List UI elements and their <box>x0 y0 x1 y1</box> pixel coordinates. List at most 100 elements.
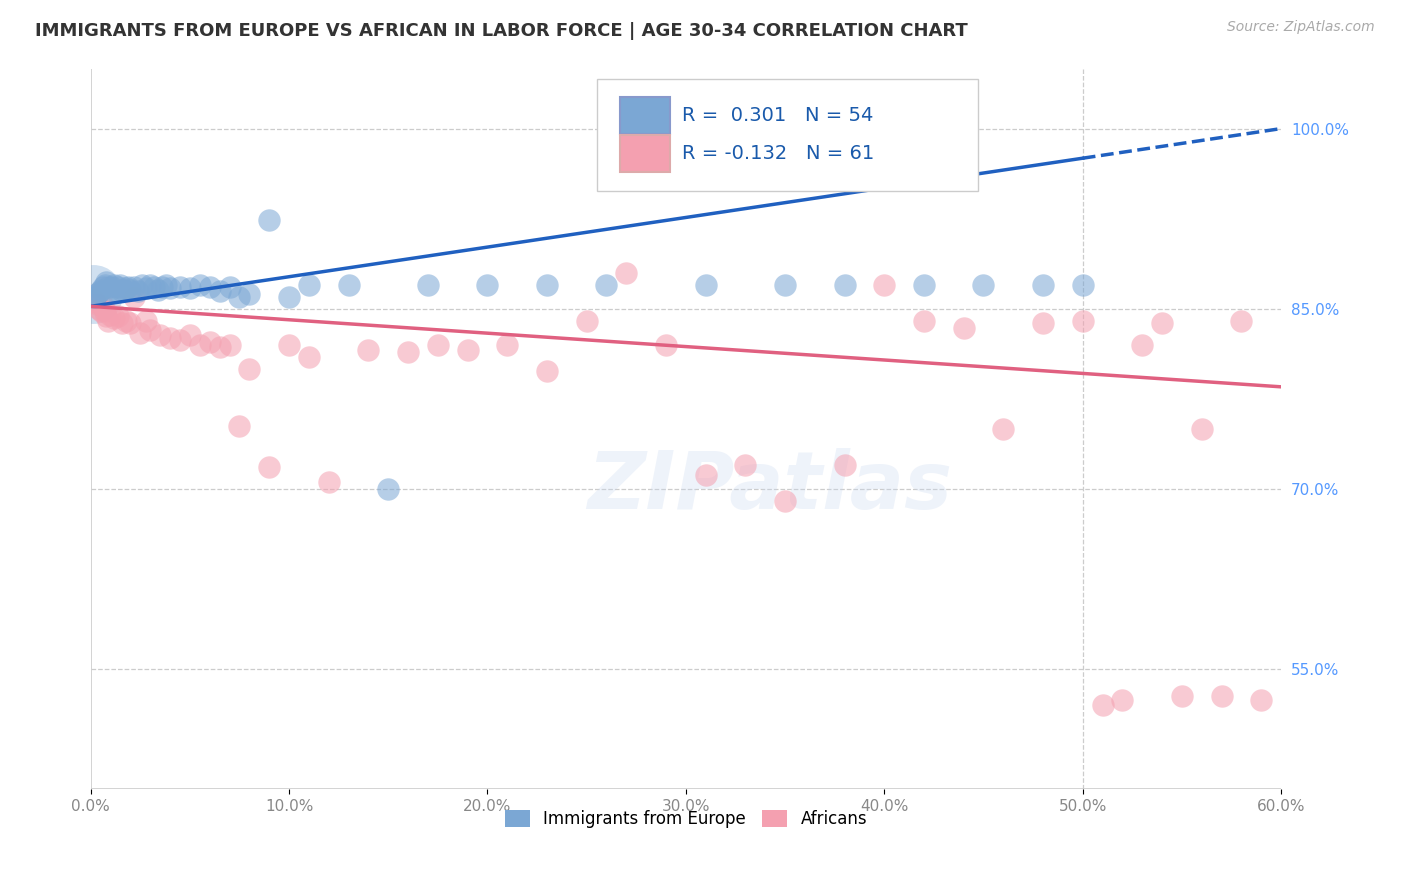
Point <box>107 309 129 323</box>
Text: IMMIGRANTS FROM EUROPE VS AFRICAN IN LABOR FORCE | AGE 30-34 CORRELATION CHART: IMMIGRANTS FROM EUROPE VS AFRICAN IN LAB… <box>35 22 967 40</box>
Point <box>127 284 149 298</box>
Point <box>150 280 173 294</box>
Point <box>198 335 221 350</box>
Point <box>139 277 162 292</box>
Point <box>179 328 201 343</box>
Legend: Immigrants from Europe, Africans: Immigrants from Europe, Africans <box>498 804 875 835</box>
Point <box>188 338 211 352</box>
Point <box>96 309 118 323</box>
Point <box>298 350 321 364</box>
Text: R = -0.132   N = 61: R = -0.132 N = 61 <box>682 145 875 163</box>
Point <box>238 287 260 301</box>
Point <box>536 277 558 292</box>
Point <box>107 280 129 294</box>
Point <box>82 290 104 304</box>
Point <box>143 280 166 294</box>
Point <box>734 458 756 472</box>
Point <box>912 277 935 292</box>
FancyBboxPatch shape <box>620 96 671 134</box>
Point <box>169 333 191 347</box>
Point <box>103 277 125 292</box>
Point <box>90 304 112 318</box>
Point <box>208 340 231 354</box>
Point <box>1230 314 1253 328</box>
Point <box>112 283 135 297</box>
Point <box>159 281 181 295</box>
Point <box>105 284 128 298</box>
Point <box>90 283 112 297</box>
Point <box>82 292 104 306</box>
Point <box>97 314 120 328</box>
Point <box>1071 314 1094 328</box>
Point <box>135 314 157 328</box>
Point <box>188 277 211 292</box>
Point <box>614 266 637 280</box>
Point <box>155 277 177 292</box>
Point <box>96 276 118 290</box>
Point <box>100 308 122 322</box>
Point <box>120 316 142 330</box>
Point <box>86 287 108 301</box>
Point <box>377 482 399 496</box>
Point <box>228 419 250 434</box>
Point <box>131 277 153 292</box>
Point <box>912 314 935 328</box>
Point <box>97 280 120 294</box>
Point <box>457 343 479 357</box>
Point <box>83 294 105 309</box>
Point <box>101 280 124 294</box>
Point <box>1032 316 1054 330</box>
FancyBboxPatch shape <box>620 135 671 172</box>
Point <box>1211 689 1233 703</box>
Point <box>536 364 558 378</box>
Point <box>278 290 301 304</box>
Point <box>1130 338 1153 352</box>
Point <box>120 283 142 297</box>
Point <box>357 343 380 357</box>
Point <box>103 311 125 326</box>
Point <box>1191 422 1213 436</box>
Point <box>129 326 152 340</box>
Point <box>115 281 138 295</box>
Point <box>82 287 104 301</box>
Point <box>86 297 108 311</box>
Point <box>218 338 240 352</box>
Point <box>416 277 439 292</box>
Point <box>257 460 280 475</box>
Point <box>337 277 360 292</box>
Point <box>93 277 115 292</box>
Point <box>218 280 240 294</box>
Point <box>149 328 172 343</box>
Point <box>993 422 1015 436</box>
Point <box>1071 277 1094 292</box>
Point <box>655 338 678 352</box>
Point <box>278 338 301 352</box>
Point <box>257 212 280 227</box>
Point <box>135 281 157 295</box>
Point <box>111 316 134 330</box>
Point <box>496 338 519 352</box>
Point <box>208 284 231 298</box>
Point <box>298 277 321 292</box>
Point <box>1111 693 1133 707</box>
Point <box>773 277 796 292</box>
Point <box>179 281 201 295</box>
Point <box>873 277 896 292</box>
Point <box>198 280 221 294</box>
Point <box>93 304 115 318</box>
Point <box>169 280 191 294</box>
Point <box>396 345 419 359</box>
Point <box>575 314 598 328</box>
Point <box>238 361 260 376</box>
Point <box>695 277 717 292</box>
Point <box>1250 693 1272 707</box>
FancyBboxPatch shape <box>596 79 977 191</box>
Point <box>318 475 340 489</box>
Point <box>477 277 499 292</box>
Point <box>91 299 114 313</box>
Point <box>122 280 145 294</box>
Point <box>87 285 110 299</box>
Point <box>952 321 974 335</box>
Point <box>117 280 139 294</box>
Point <box>228 290 250 304</box>
